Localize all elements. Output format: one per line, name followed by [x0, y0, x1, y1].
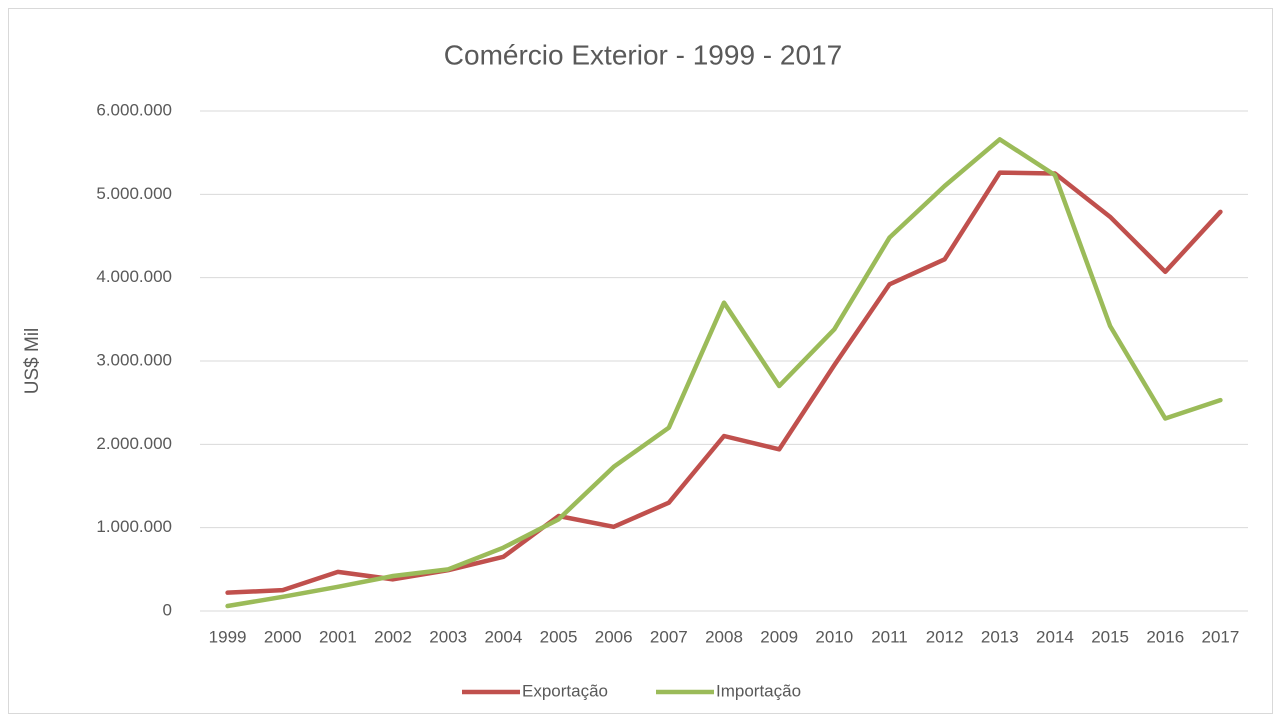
- x-tick-label: 2000: [264, 627, 302, 646]
- chart-title: Comércio Exterior - 1999 - 2017: [444, 39, 842, 70]
- x-tick-label: 2001: [319, 627, 357, 646]
- y-tick-label: 4.000.000: [96, 267, 172, 286]
- x-tick-label: 2014: [1036, 627, 1074, 646]
- x-tick-label: 2011: [871, 627, 908, 646]
- y-tick-label: 2.000.000: [96, 434, 172, 453]
- x-tick-label: 2007: [650, 627, 688, 646]
- x-tick-label: 2004: [484, 627, 522, 646]
- x-tick-label: 2003: [429, 627, 467, 646]
- legend-label: Importação: [716, 681, 801, 700]
- y-tick-label: 1.000.000: [96, 517, 172, 536]
- x-tick-label: 2015: [1091, 627, 1129, 646]
- x-tick-label: 1999: [209, 627, 247, 646]
- x-tick-label: 2005: [540, 627, 578, 646]
- y-tick-label: 3.000.000: [96, 350, 172, 369]
- legend-label: Exportação: [522, 681, 608, 700]
- x-tick-label: 2012: [926, 627, 964, 646]
- y-tick-label: 6.000.000: [96, 100, 172, 119]
- x-tick-label: 2008: [705, 627, 743, 646]
- x-tick-label: 2009: [760, 627, 798, 646]
- y-tick-label: 0: [163, 600, 172, 619]
- series-line: [225, 137, 1223, 609]
- x-tick-label: 2013: [981, 627, 1019, 646]
- y-tick-label: 5.000.000: [96, 184, 172, 203]
- x-tick-label: 2017: [1202, 627, 1240, 646]
- x-tick-label: 2006: [595, 627, 633, 646]
- x-tick-label: 2016: [1146, 627, 1184, 646]
- y-axis-label: US$ Mil: [22, 328, 43, 395]
- x-tick-label: 2002: [374, 627, 412, 646]
- x-tick-label: 2010: [815, 627, 853, 646]
